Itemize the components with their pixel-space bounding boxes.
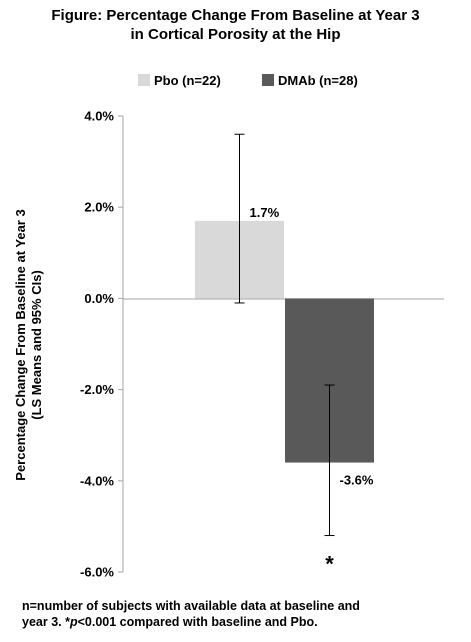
y-tick-label: -6.0% <box>80 565 114 580</box>
footnote-line-1: n=number of subjects with available data… <box>22 599 360 613</box>
y-axis-title-line-2: (LS Means and 95% CIs) <box>29 270 44 420</box>
error-bar-pbo <box>234 133 245 304</box>
footnote-line-2-start: year 3. * <box>22 615 70 629</box>
bars: 1.7% -3.6% * <box>195 133 374 577</box>
legend-label-dmab: DMAb (n=28) <box>278 73 358 88</box>
y-axis-title-line-1: Percentage Change From Baseline at Year … <box>13 209 28 480</box>
y-tick-label: 4.0% <box>84 109 114 124</box>
y-tick-label: -2.0% <box>80 382 114 397</box>
footnote: n=number of subjects with available data… <box>22 598 467 630</box>
legend: Pbo (n=22) DMAb (n=28) <box>138 73 358 88</box>
error-bar-dmab <box>324 384 335 537</box>
y-axis-title: Percentage Change From Baseline at Year … <box>13 209 44 480</box>
footnote-line-2: year 3. *p<0.001 compared with baseline … <box>22 614 467 630</box>
chart-title-line-1: Figure: Percentage Change From Baseline … <box>51 7 420 24</box>
y-axis: 4.0% 2.0% 0.0% -2.0% -4.0% -6.0% <box>80 109 124 580</box>
legend-swatch-pbo <box>138 74 150 86</box>
legend-label-pbo: Pbo (n=22) <box>154 73 221 88</box>
bar-chart: Pbo (n=22) DMAb (n=28) Percentage Change… <box>13 73 444 580</box>
significance-asterisk: * <box>325 552 334 577</box>
data-label-pbo: 1.7% <box>250 205 280 220</box>
footnote-line-2-end: <0.001 compared with baseline and Pbo. <box>77 615 318 629</box>
chart-title-line-2: in Cortical Porosity at the Hip <box>130 26 341 43</box>
y-tick-label: -4.0% <box>80 473 114 488</box>
data-label-dmab: -3.6% <box>340 473 374 488</box>
chart-title: Figure: Percentage Change From Baseline … <box>0 6 471 44</box>
footnote-p-italic: p <box>69 615 78 629</box>
legend-swatch-dmab <box>262 74 274 86</box>
y-tick-label: 0.0% <box>84 291 114 306</box>
y-tick-label: 2.0% <box>84 200 114 215</box>
